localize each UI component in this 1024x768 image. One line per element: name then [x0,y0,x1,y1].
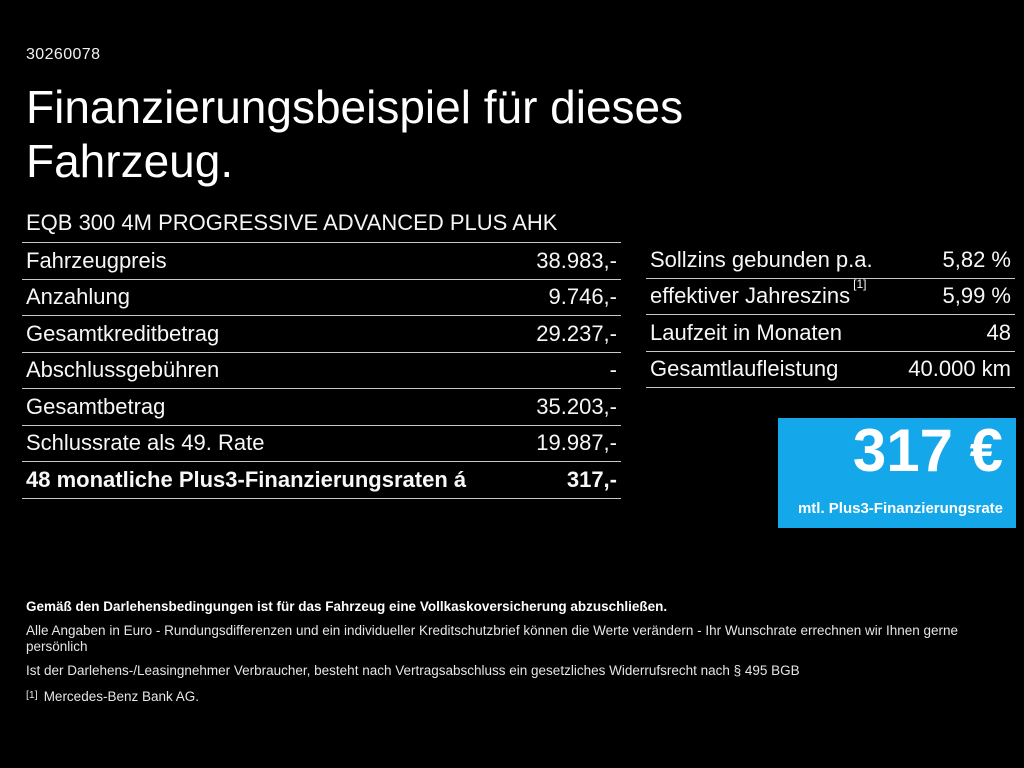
row-label-footnote-marker: [1] [853,276,867,291]
table-row: Sollzins gebunden p.a. 5,82 % [646,242,1015,279]
page-title-line2: Fahrzeug. [26,135,234,187]
row-value: 19.987,- [536,430,617,456]
page-title-line1: Finanzierungsbeispiel für dieses [26,81,684,133]
row-label: Fahrzeugpreis [26,247,167,273]
row-label: Gesamtkreditbetrag [26,320,220,346]
credit-conditions-table: Sollzins gebunden p.a. 5,82 % effektiver J… [646,242,1015,388]
table-row: Gesamtkreditbetrag 29.237,- [22,316,621,353]
page-title: Finanzierungsbeispiel für dieses Fahrzeug… [26,80,683,188]
row-value: 40.000 km [908,356,1011,382]
table-row: 48 monatliche Plus3-Finanzierungsraten á… [22,462,621,499]
table-row: Anzahlung 9.746,- [22,280,621,316]
footnote-bank: [1] Mercedes-Benz Bank AG. [26,689,1006,706]
row-value: 317,- [566,466,617,492]
table-row: Laufzeit in Monaten 48 [646,315,1015,352]
row-value: 48 [986,319,1011,345]
table-row: Schlussrate als 49. Rate 19.987,- [22,426,621,462]
vehicle-model-name: EQB 300 4M PROGRESSIVE ADVANCED PLUS AHK [26,210,558,235]
row-value: - [609,357,617,383]
vehicle-offer-id: 30260078 [26,46,101,63]
table-row: Gesamtlaufleistung 40.000 km [646,352,1015,388]
table-row: Fahrzeugpreis 38.983,- [22,243,621,280]
row-value: 35.203,- [536,393,617,419]
table-row: Gesamtbetrag 35.203,- [22,389,621,426]
row-label: Sollzins gebunden p.a. [650,246,873,272]
table-row: Abschlussgebühren - [22,353,621,389]
footnote-withdrawal: Ist der Darlehens-/Leasingnehmer Verbrau… [26,663,800,678]
row-label: effektiver Jahreszins [1] [650,276,867,309]
row-label: Gesamtlaufleistung [650,356,839,382]
table-row: effektiver Jahreszins [1] 5,99 % [646,276,1015,315]
row-value: 29.237,- [536,320,617,346]
row-label: Anzahlung [26,284,130,310]
row-label: 48 monatliche Plus3-Finanzierungsraten á [26,466,467,492]
row-value: 38.983,- [536,247,617,273]
row-value: 5,82 % [942,246,1012,272]
row-label: Gesamtbetrag [26,393,166,419]
finance-table: Fahrzeugpreis 38.983,- Anzahlung 9.746,- Ges… [22,242,621,499]
row-label: Abschlussgebühren [26,357,220,383]
footnote-bank-marker: [1] [26,689,38,701]
monthly-rate-box: 317 € mtl. Plus3-Finanzierungsrate [778,418,1016,528]
footnote-bank-text: Mercedes-Benz Bank AG. [43,689,200,704]
legal-footnotes: Gemäß den Darlehensbedingungen ist für d… [26,599,1006,714]
monthly-rate-caption: mtl. Plus3-Finanzierungsrate [797,500,1003,517]
row-label: Schlussrate als 49. Rate [26,430,265,456]
footnote-insurance: Gemäß den Darlehensbedingungen ist für d… [26,599,668,614]
row-value: 9.746,- [548,284,618,310]
row-value: 5,99 % [942,283,1012,309]
monthly-rate-amount: 317 € [852,417,1003,484]
row-label: Laufzeit in Monaten [650,319,843,345]
footnote-disclaimer: Alle Angaben in Euro - Rundungsdifferenz… [26,623,959,654]
